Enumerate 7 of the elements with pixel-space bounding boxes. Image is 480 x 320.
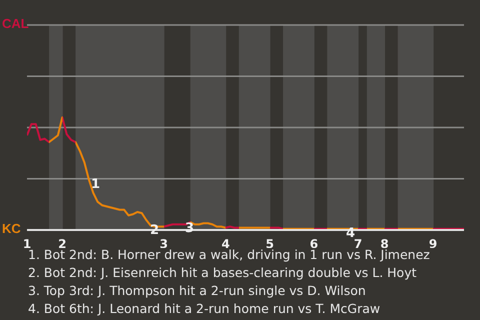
text: 3. Top 3rd: J. Thompson hit a 2-run single vs D. Wilson (28, 282, 367, 300)
text: CAL (2, 16, 29, 32)
annotation: 1 (91, 177, 100, 193)
text: 4. Bot 6th: J. Leonard hit a 2-run home run vs T. McGraw (28, 300, 382, 318)
text: 2. Bot 2nd: J. Eisenreich hit a bases-clearing double vs L. Hoyt (28, 264, 418, 282)
x-tick-label: 9 (428, 237, 438, 251)
text: KC (2, 221, 21, 237)
